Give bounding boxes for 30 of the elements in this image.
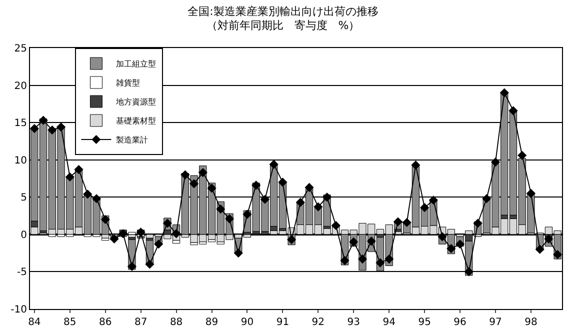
- x-tick-label: 96: [454, 317, 466, 328]
- y-tick-label: 5: [20, 192, 27, 204]
- x-tick-label: 91: [276, 317, 290, 328]
- y-tick-label: 15: [14, 118, 27, 130]
- x-tick-label: 95: [418, 317, 431, 328]
- legend-label: 雑貨型: [116, 78, 140, 88]
- y-tick-label: 20: [14, 80, 27, 92]
- x-tick-label: 92: [312, 317, 325, 328]
- x-tick-label: 94: [382, 317, 396, 328]
- x-tick-label: 89: [205, 317, 218, 328]
- y-tick-label: -5: [17, 267, 27, 278]
- x-tick-label: 90: [240, 317, 254, 328]
- x-tick-label: 86: [99, 317, 112, 328]
- x-tick-label: 85: [64, 317, 76, 328]
- x-tick-label: 98: [524, 317, 538, 328]
- y-tick-label: -10: [10, 304, 27, 316]
- y-tick-label: 0: [20, 230, 27, 241]
- x-tick-label: 88: [170, 317, 183, 328]
- legend-label: 地方資源型: [115, 98, 156, 107]
- legend-label: 製造業計: [116, 136, 148, 145]
- x-tick-label: 84: [28, 317, 41, 328]
- y-tick-label: 10: [14, 155, 27, 166]
- x-tick-label: 97: [489, 317, 502, 328]
- legend-label: 基礎素材型: [116, 116, 156, 126]
- x-tick-label: 93: [347, 317, 360, 328]
- chart-title: 全国:製造業産業別輸出向け出荷の推移: [188, 4, 378, 18]
- legend-label: 加工組立型: [116, 60, 156, 69]
- chart-subtitle: （対前年同期比 寄与度 %）: [206, 19, 360, 32]
- x-tick-label: 87: [134, 317, 148, 328]
- y-tick-label: 25: [14, 44, 27, 54]
